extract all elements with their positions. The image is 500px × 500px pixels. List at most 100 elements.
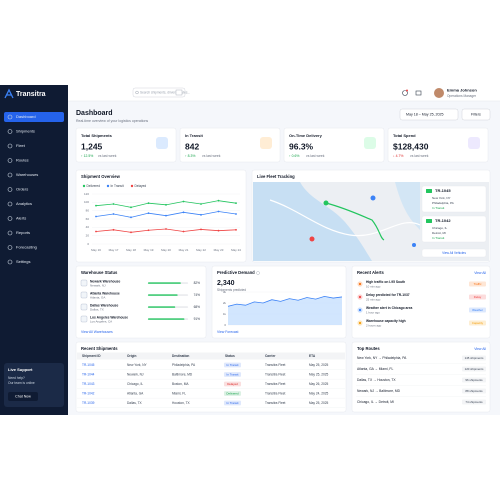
alert-text: Warehouse capacity high <box>366 319 406 323</box>
alerts-card <box>351 265 491 339</box>
table-cell: May 25, 2025 <box>309 363 329 367</box>
warehouse-title: Warehouse Status <box>81 270 118 275</box>
route-count-pill <box>462 388 486 394</box>
column-header: ETA <box>309 354 316 358</box>
alert-time: 10 min ago <box>366 284 381 288</box>
legend-label: Delivered <box>87 184 101 188</box>
capacity-bar <box>148 318 185 320</box>
demand-caption: Shipments predicted <box>217 288 246 292</box>
warehouse-location: Dallas, TX <box>90 307 104 311</box>
map-marker[interactable] <box>412 243 416 247</box>
line-point <box>182 200 185 203</box>
nav-item[interactable]: Alerts <box>16 216 26 221</box>
search-icon <box>135 90 139 95</box>
nav-active[interactable] <box>4 112 64 122</box>
y-tick-label: 1k <box>223 312 227 316</box>
map-route <box>325 202 385 241</box>
bell-icon[interactable] <box>402 90 408 96</box>
demand-link[interactable]: View Forecast <box>217 330 238 334</box>
kpi-value: 842 <box>185 141 199 151</box>
status-pill <box>224 391 241 396</box>
warehouse-name: Los Angeles Warehouse <box>90 315 128 319</box>
chat-button[interactable] <box>8 392 38 401</box>
line-point <box>217 199 220 202</box>
table-cell: Dallas, TX <box>127 401 143 405</box>
status-label: Delayed <box>227 382 238 386</box>
alert-text: Weather alert in Chicago area <box>366 306 412 310</box>
line-point <box>147 229 150 232</box>
route-count: 74 shipments <box>465 400 483 404</box>
line-point <box>112 203 115 205</box>
line-point <box>130 206 132 209</box>
vehicle-card[interactable] <box>421 215 487 243</box>
warehouse-link[interactable]: View All Warehouses <box>81 330 113 334</box>
route-count-pill <box>462 355 486 361</box>
nav-item[interactable]: Reports <box>16 230 30 235</box>
alert-tag <box>469 320 486 326</box>
nav-item[interactable]: Warehouses <box>16 172 38 177</box>
routes-link[interactable]: View All <box>474 347 486 351</box>
shipment-id[interactable]: TR-1044 <box>82 372 95 376</box>
column-header: Shipment ID <box>82 354 101 358</box>
nav-icon <box>7 216 13 221</box>
map-marker[interactable] <box>323 200 329 206</box>
warehouse-location: Los Angeles, CA <box>90 319 112 323</box>
alert-text: Delay predicted for TR-1037 <box>366 293 410 297</box>
map-marker[interactable] <box>309 236 315 242</box>
nav-item[interactable]: Analytics <box>16 201 32 206</box>
nav-item[interactable]: Orders <box>16 187 28 192</box>
x-tick-label: May 22 <box>196 248 206 252</box>
kpi-note: vs last week <box>202 154 221 158</box>
capacity-label: 68% <box>194 305 201 309</box>
line-point <box>112 228 115 231</box>
table-cell: Atlanta, GA <box>127 391 144 395</box>
date-range: May 18 – May 25, 2025 <box>406 113 444 117</box>
nav-item[interactable]: Settings <box>16 259 30 264</box>
legend-swatch <box>82 184 86 188</box>
legend-label: In Transit <box>111 184 124 188</box>
search-box[interactable] <box>132 87 186 98</box>
vehicle-card[interactable] <box>421 185 487 213</box>
kpi-card <box>283 127 385 163</box>
x-tick-label: May 21 <box>179 248 189 252</box>
avatar[interactable] <box>434 88 444 98</box>
vehicle-id: TR-1045 <box>435 188 451 193</box>
nav-item[interactable]: Fleet <box>16 143 26 148</box>
x-tick-label: May 24 <box>231 248 241 252</box>
shipment-id[interactable]: TR-1043 <box>82 382 95 386</box>
kpi-value: 1,245 <box>81 141 103 151</box>
fleet-title: Live Fleet Tracking <box>257 174 295 179</box>
map-water <box>253 182 372 261</box>
nav-icon <box>7 201 13 207</box>
column-header: Carrier <box>265 354 276 358</box>
filters-button[interactable] <box>461 108 491 121</box>
route-count: 120 shipments <box>465 367 484 371</box>
shipment-id[interactable]: TR-1045 <box>82 363 95 367</box>
nav-item[interactable]: Routes <box>16 158 29 163</box>
table-cell: Newark, NJ <box>127 372 144 376</box>
table-cell: Miami, FL <box>172 391 186 395</box>
brand: Transitra <box>16 91 46 98</box>
truck-icon <box>426 189 432 193</box>
date-picker[interactable] <box>399 108 459 121</box>
shipment-id[interactable]: TR-1039 <box>82 401 95 405</box>
alert-dot <box>358 308 362 312</box>
legend-swatch <box>130 184 134 188</box>
alert-time: 1 hour ago <box>366 310 380 314</box>
column-header: Destination <box>172 354 189 358</box>
mail-icon[interactable] <box>415 90 422 96</box>
nav-item[interactable]: Forecasting <box>16 245 37 250</box>
nav-item[interactable]: Shipments <box>16 129 35 134</box>
nav-item[interactable]: Dashboard <box>16 114 36 119</box>
warehouse-icon <box>80 279 88 287</box>
map-marker[interactable] <box>370 195 376 201</box>
shipment-id[interactable]: TR-1042 <box>82 391 95 395</box>
alert-dot <box>358 282 362 286</box>
warehouse-name: Atlanta Warehouse <box>90 291 120 295</box>
line-point <box>147 202 150 205</box>
kpi-label: On-Time Delivery <box>289 133 323 138</box>
view-vehicles-button[interactable] <box>421 248 487 258</box>
nav-icon <box>7 114 13 120</box>
alerts-link[interactable]: View All <box>474 271 486 275</box>
overview-title: Shipment Overview <box>81 174 121 179</box>
